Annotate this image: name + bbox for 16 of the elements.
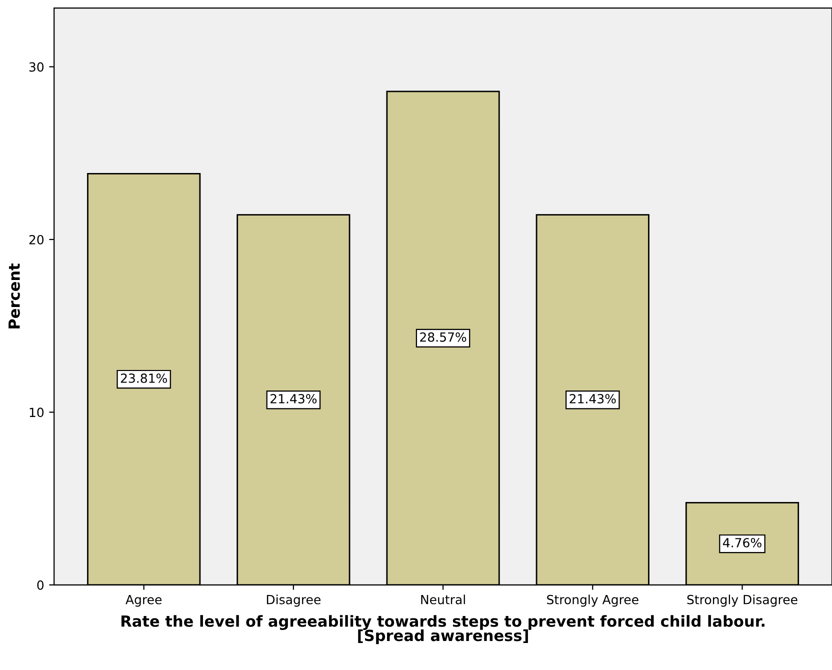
x-tick-label: Strongly Disagree: [687, 594, 798, 607]
x-axis-title: Rate the level of agreeability towards steps to prevent forced child labour. [Spread awareness]: [121, 615, 764, 644]
y-axis-title: Percent: [8, 263, 20, 328]
y-tick-label: 20: [29, 234, 44, 244]
data-label: 21.43%: [570, 394, 616, 404]
data-label: 21.43%: [270, 394, 317, 404]
y-tick-label: 0: [37, 580, 44, 590]
x-tick-label: Disagree: [266, 594, 320, 607]
x-tick-label: Neutral: [421, 594, 465, 604]
data-label: 28.57%: [420, 332, 466, 342]
y-tick-label: 10: [30, 408, 44, 418]
y-tick-label: 30: [29, 62, 44, 72]
data-label: 4.76%: [722, 538, 762, 548]
x-tick-label: Strongly Agree: [547, 594, 638, 607]
x-tick-label: Agree: [126, 595, 162, 607]
data-label: 23.81%: [120, 373, 167, 383]
